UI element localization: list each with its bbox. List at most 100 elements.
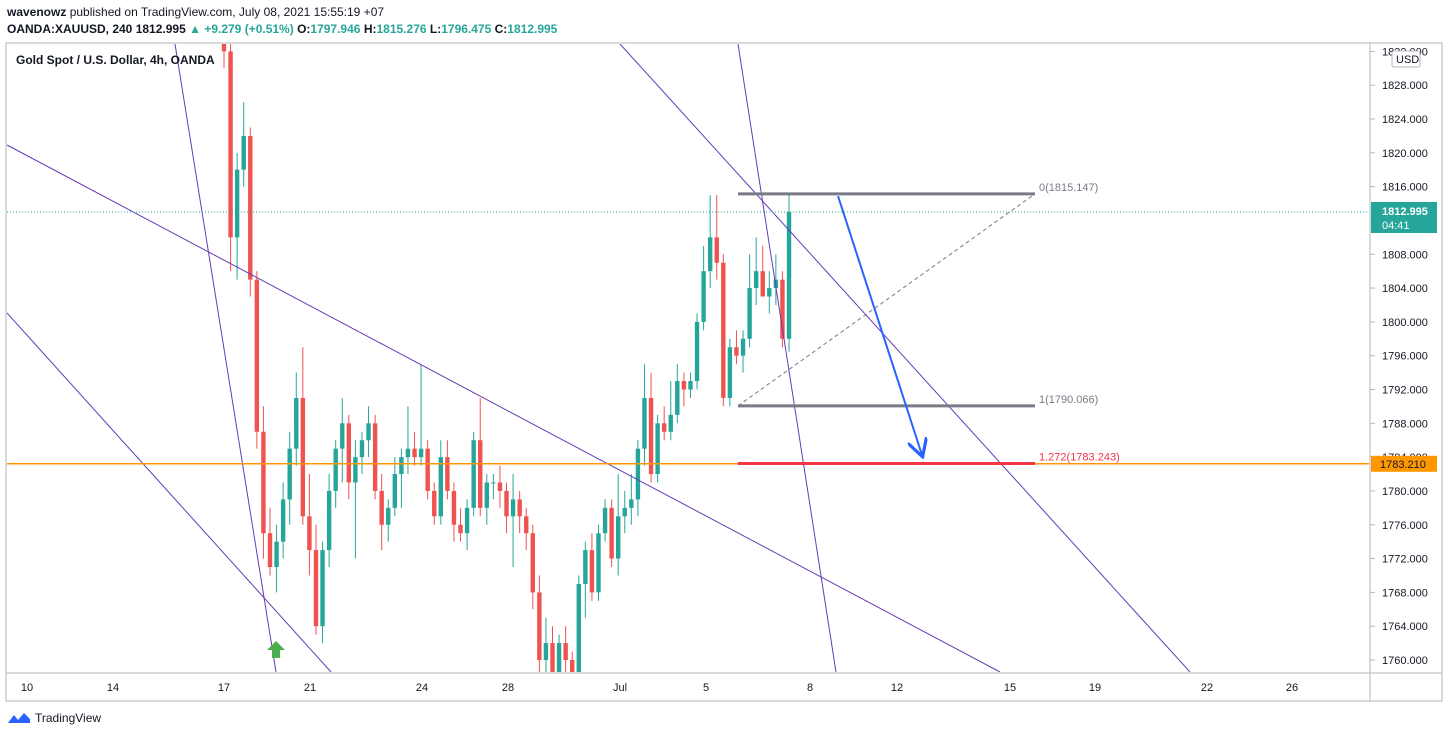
candle-body (497, 482, 503, 491)
candle-body (760, 271, 765, 297)
candle (340, 397, 345, 483)
candle-body (727, 347, 733, 398)
price-axis[interactable]: 1832.0001828.0001824.0001820.0001816.000… (1370, 46, 1437, 667)
candle-body (221, 44, 227, 52)
candle (274, 524, 279, 593)
candle-body (425, 448, 430, 491)
candle (537, 575, 542, 672)
candle-body (543, 643, 549, 660)
candle (412, 431, 417, 466)
price-tick-label: 1768.000 (1382, 587, 1428, 599)
candle-body (589, 550, 595, 593)
price-tick-label: 1828.000 (1382, 80, 1428, 92)
candle (786, 192, 792, 352)
candle (648, 372, 654, 483)
candle (471, 431, 476, 517)
candle-body (609, 507, 614, 559)
time-tick-label: 21 (304, 682, 316, 694)
candle (234, 152, 240, 280)
candle-body (537, 592, 542, 660)
candle (740, 330, 746, 373)
candle (221, 44, 227, 69)
fib-level-label: 0(1815.147) (1039, 182, 1098, 194)
author-name[interactable]: wavenowz (7, 5, 67, 19)
time-tick-label: 8 (807, 682, 813, 694)
candle (734, 330, 739, 365)
candle-body (438, 457, 444, 517)
candle (721, 254, 726, 407)
high-label: H: (363, 22, 377, 36)
candle (333, 440, 338, 508)
candle (714, 195, 719, 280)
candle (287, 431, 292, 525)
candle (379, 474, 384, 551)
candle-body (504, 490, 509, 517)
candle (254, 271, 260, 449)
candle-body (412, 448, 417, 458)
candle-body (405, 448, 411, 458)
price-tick-label: 1804.000 (1382, 283, 1428, 295)
current-price-badge (1371, 202, 1437, 233)
time-tick-label: 17 (218, 682, 230, 694)
candle (326, 474, 332, 568)
candle (346, 414, 352, 500)
candle-body (372, 423, 378, 491)
candle (616, 474, 621, 576)
candle-body (353, 457, 358, 483)
price-tick-label: 1788.000 (1382, 418, 1428, 430)
candle-body (556, 643, 562, 672)
candle-body (747, 288, 752, 339)
candle (307, 474, 312, 576)
candle (668, 381, 673, 441)
buy-signal-arrow-icon (267, 641, 285, 658)
trendline (174, 44, 277, 672)
horizontal-line-badge (1371, 455, 1437, 472)
bar-countdown-label: 04:41 (1382, 220, 1410, 232)
candle (372, 414, 378, 500)
candle (445, 440, 450, 500)
plot-area (7, 44, 1369, 672)
time-axis[interactable]: 10 14 17 21 24 28 Jul 5 8 12 15 19 22 26 (21, 682, 1298, 694)
candle (622, 490, 627, 534)
candle (596, 524, 601, 601)
candle (353, 440, 358, 559)
candle (359, 431, 365, 475)
tradingview-footer[interactable]: TradingView (7, 711, 101, 725)
low-label: L: (429, 22, 442, 36)
candle-body (583, 550, 588, 584)
candle-body (668, 414, 673, 432)
close-label: C: (494, 22, 508, 36)
candle-body (458, 524, 463, 534)
candle (418, 364, 424, 466)
candle-body (471, 440, 476, 508)
trendline (619, 44, 1191, 672)
candle (432, 482, 437, 525)
candle-body (510, 499, 516, 517)
currency-badge[interactable] (1391, 50, 1421, 68)
candle (570, 651, 575, 672)
candle (602, 499, 608, 542)
candle-body (241, 135, 246, 170)
candle-body (418, 448, 424, 458)
candle (386, 499, 391, 542)
candle-body (740, 338, 746, 356)
candle (280, 482, 286, 559)
candle-body (648, 397, 654, 475)
candle-body (261, 431, 266, 534)
candle-body (734, 347, 739, 356)
candle-body (366, 423, 371, 441)
candle-body (386, 507, 391, 525)
trendline (7, 144, 1001, 672)
candle (780, 271, 785, 348)
candle (694, 313, 700, 390)
candle-body (445, 457, 450, 491)
candle-body (491, 482, 496, 484)
open-label: O: (297, 22, 311, 36)
time-tick-label: 14 (107, 682, 119, 694)
candle (320, 541, 325, 644)
candle (241, 102, 246, 187)
candle (313, 524, 319, 635)
candle (543, 617, 549, 672)
candle-body (340, 423, 345, 449)
